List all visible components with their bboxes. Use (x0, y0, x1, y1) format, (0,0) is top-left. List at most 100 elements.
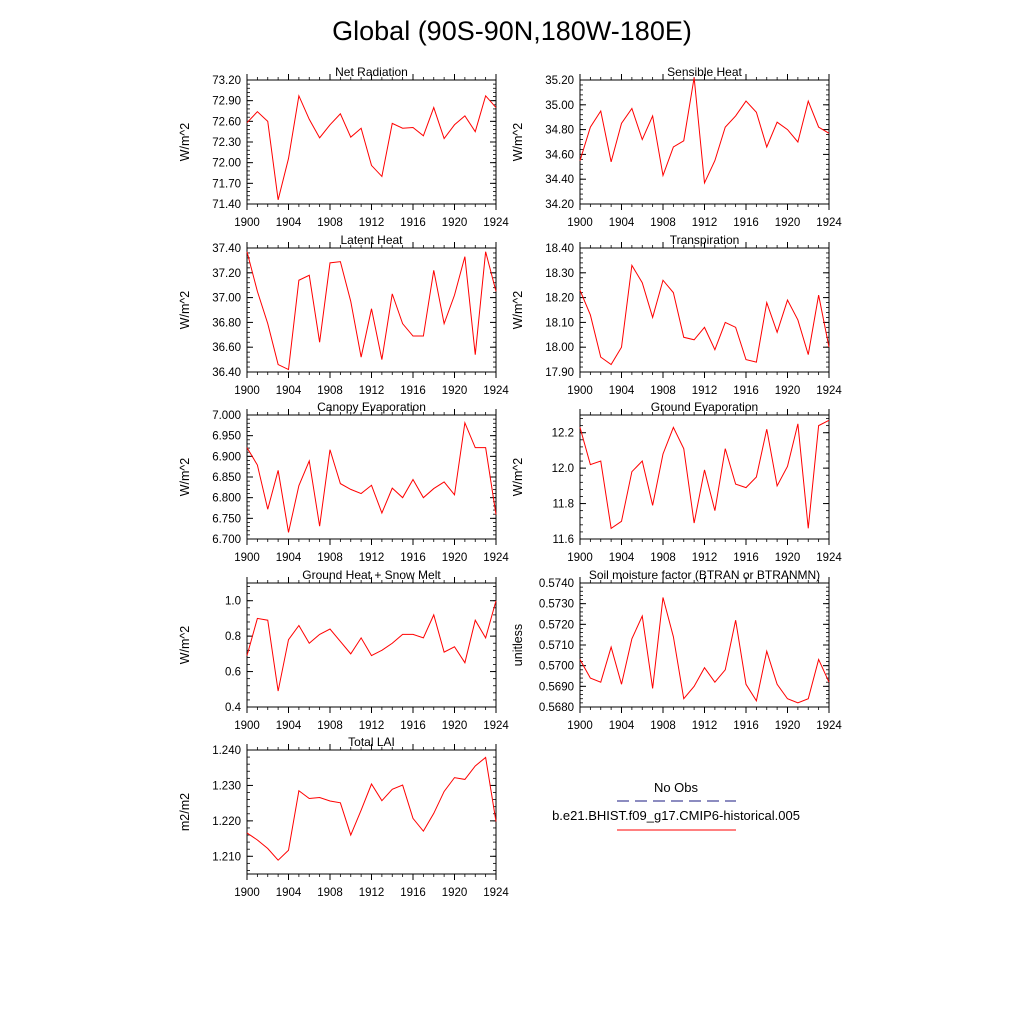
x-tick-label: 1924 (483, 217, 509, 229)
x-tick-label: 1912 (359, 385, 385, 397)
x-tick-label: 1924 (816, 217, 842, 229)
y-axis-label: W/m^2 (178, 626, 192, 665)
y-tick-label: 73.20 (212, 75, 241, 87)
chart-panel: Sensible Heat W/m^2 34.20 34.40 34.60 34.80 35… (511, 65, 842, 229)
y-axis-label: W/m^2 (511, 458, 525, 497)
y-tick-label: 35.20 (545, 75, 574, 87)
x-tick-label: 1920 (775, 720, 801, 732)
y-tick-label: 72.00 (212, 158, 241, 170)
x-tick-label: 1912 (359, 720, 385, 732)
y-tick-label: 0.6 (225, 667, 241, 679)
y-axis-label: unitless (511, 624, 525, 666)
x-tick-label: 1908 (317, 552, 343, 564)
series-line (579, 77, 830, 185)
x-tick-label: 1920 (442, 720, 468, 732)
y-tick-label: 6.800 (212, 493, 241, 505)
y-tick-label: 34.40 (545, 174, 574, 186)
series-line (579, 419, 830, 530)
x-tick-label: 1912 (692, 552, 718, 564)
y-tick-label: 1.210 (212, 851, 241, 863)
x-tick-label: 1912 (359, 552, 385, 564)
x-tick-label: 1908 (317, 720, 343, 732)
chart-panel: Soil moisture factor (BTRAN or BTRANMN) u… (511, 568, 842, 732)
x-tick-label: 1900 (567, 385, 593, 397)
y-tick-label: 36.40 (212, 367, 241, 379)
series-line (246, 420, 497, 533)
panel-title: Canopy Evaporation (317, 400, 426, 414)
x-tick-label: 1908 (650, 385, 676, 397)
y-tick-label: 1.0 (225, 596, 241, 608)
x-tick-label: 1908 (317, 887, 343, 899)
x-tick-label: 1912 (692, 720, 718, 732)
x-tick-label: 1900 (567, 720, 593, 732)
y-tick-label: 6.950 (212, 431, 241, 443)
legend-label-model: b.e21.BHIST.f09_g17.CMIP6-historical.005 (552, 808, 800, 823)
series-line (579, 597, 830, 704)
x-tick-label: 1920 (775, 217, 801, 229)
x-tick-label: 1908 (650, 720, 676, 732)
chart-panel: Ground Heat + Snow Melt W/m^2 0.4 0.6 0.8 1.0… (178, 568, 509, 732)
x-tick-label: 1908 (317, 385, 343, 397)
x-tick-label: 1912 (359, 887, 385, 899)
y-tick-label: 71.70 (212, 178, 241, 190)
y-tick-label: 1.230 (212, 780, 241, 792)
x-tick-label: 1904 (276, 385, 302, 397)
y-tick-label: 1.220 (212, 816, 241, 828)
series-line (579, 263, 830, 366)
y-tick-label: 18.00 (545, 342, 574, 354)
plot-frame (246, 582, 497, 708)
chart-panel: Canopy Evaporation W/m^2 6.700 6.750 6.800 6.… (178, 400, 509, 564)
x-tick-label: 1908 (650, 552, 676, 564)
legend-label-obs: No Obs (654, 780, 699, 795)
y-tick-label: 18.20 (545, 293, 574, 305)
panel-title: Ground Heat + Snow Melt (302, 568, 441, 582)
series-line (246, 251, 497, 371)
x-tick-label: 1924 (816, 552, 842, 564)
x-tick-label: 1900 (567, 552, 593, 564)
series-line (246, 94, 497, 200)
plot-frame (246, 79, 497, 205)
series-line (246, 756, 497, 861)
x-tick-label: 1916 (733, 385, 759, 397)
x-tick-label: 1924 (483, 385, 509, 397)
chart-panel: Net Radiation W/m^2 71.40 71.70 72.00 72.30 72… (178, 65, 509, 229)
y-tick-label: 7.000 (212, 410, 241, 422)
x-tick-label: 1908 (650, 217, 676, 229)
x-tick-label: 1908 (317, 217, 343, 229)
x-tick-label: 1924 (483, 552, 509, 564)
y-tick-label: 37.00 (212, 293, 241, 305)
plot-frame (246, 749, 497, 875)
x-tick-label: 1916 (400, 217, 426, 229)
panel-title: Sensible Heat (667, 65, 742, 79)
y-tick-label: 35.00 (545, 100, 574, 112)
y-axis-label: W/m^2 (178, 458, 192, 497)
x-tick-label: 1916 (733, 217, 759, 229)
panels: Net Radiation W/m^2 71.40 71.70 72.00 72.30 72… (178, 65, 842, 899)
y-tick-label: 0.5720 (539, 619, 574, 631)
x-tick-label: 1920 (442, 217, 468, 229)
y-axis-label: W/m^2 (511, 123, 525, 162)
x-tick-label: 1920 (442, 887, 468, 899)
y-tick-label: 6.750 (212, 513, 241, 525)
y-tick-label: 6.850 (212, 472, 241, 484)
x-tick-label: 1904 (276, 720, 302, 732)
x-tick-label: 1904 (609, 385, 635, 397)
x-tick-label: 1904 (609, 217, 635, 229)
x-tick-label: 1900 (234, 720, 260, 732)
x-tick-label: 1924 (816, 385, 842, 397)
y-tick-label: 0.5730 (539, 599, 574, 611)
series-line (246, 600, 497, 692)
x-tick-label: 1904 (276, 217, 302, 229)
legend: No Obs b.e21.BHIST.f09_g17.CMIP6-histori… (552, 780, 800, 831)
y-tick-label: 37.40 (212, 243, 241, 255)
x-tick-label: 1900 (234, 887, 260, 899)
plot-frame (579, 582, 830, 708)
y-tick-label: 12.0 (552, 463, 574, 475)
chart-panel: Ground Evaporation W/m^2 11.6 11.8 12.0 12.2 1… (511, 400, 842, 564)
x-tick-label: 1920 (442, 385, 468, 397)
x-tick-label: 1920 (775, 385, 801, 397)
y-axis-label: W/m^2 (178, 123, 192, 162)
x-tick-label: 1916 (400, 887, 426, 899)
x-tick-label: 1904 (276, 887, 302, 899)
